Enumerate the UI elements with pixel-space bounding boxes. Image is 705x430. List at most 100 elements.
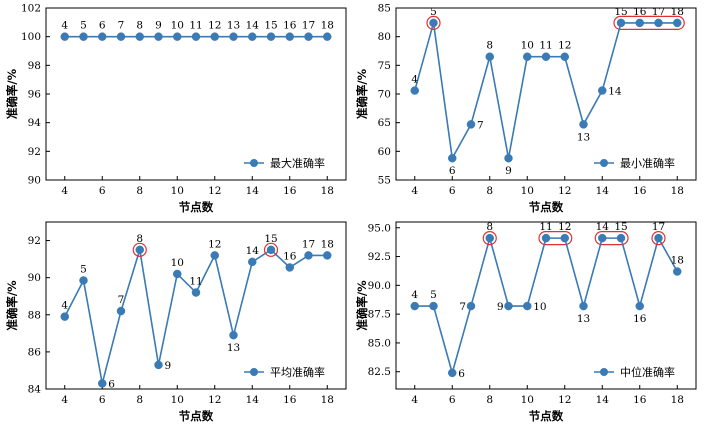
data-label: 4 (411, 74, 418, 86)
y-axis-label: 准确率/% (355, 280, 369, 331)
data-label: 7 (459, 301, 466, 313)
data-label: 14 (608, 86, 622, 98)
legend-marker (250, 159, 258, 167)
data-label: 7 (477, 119, 484, 131)
data-label: 13 (577, 131, 590, 143)
y-axis-label: 准确率/% (5, 280, 19, 331)
data-label: 4 (411, 289, 418, 301)
y-tick-label: 85.0 (368, 337, 391, 349)
x-tick-label: 10 (521, 185, 534, 197)
data-label: 4 (61, 300, 68, 312)
x-tick-label: 14 (596, 185, 610, 197)
data-label: 16 (283, 20, 297, 32)
data-point (466, 301, 476, 311)
x-tick-label: 12 (558, 394, 571, 406)
data-label: 10 (171, 257, 184, 269)
x-tick-label: 10 (521, 394, 534, 406)
data-point (635, 301, 644, 311)
data-point (560, 233, 569, 243)
data-point (210, 251, 219, 260)
highlight-circle (426, 15, 441, 31)
data-point (429, 301, 438, 311)
data-label: 9 (165, 360, 172, 372)
data-point (116, 32, 126, 41)
data-point (654, 233, 663, 243)
data-point (466, 120, 476, 129)
data-label: 12 (208, 20, 221, 32)
x-tick-label: 14 (596, 394, 610, 406)
data-point (248, 32, 257, 41)
data-label: 12 (558, 221, 571, 233)
x-axis-label: 节点数 (179, 409, 214, 423)
data-label: 15 (264, 20, 277, 32)
x-tick-label: 14 (246, 394, 260, 406)
data-label: 18 (321, 20, 334, 32)
data-label: 11 (539, 221, 552, 233)
y-tick-label: 80 (378, 31, 391, 43)
data-label: 16 (633, 313, 647, 325)
data-label: 6 (458, 368, 465, 380)
data-point (266, 245, 276, 255)
data-label: 8 (486, 40, 493, 52)
data-label: 7 (118, 294, 125, 306)
x-tick-label: 8 (136, 185, 143, 197)
data-point (448, 368, 457, 378)
data-point (229, 32, 238, 41)
data-point (541, 233, 551, 243)
x-tick-label: 16 (633, 394, 647, 406)
x-tick-label: 6 (449, 394, 456, 406)
legend-label: 中位准确率 (620, 365, 675, 379)
x-axis-label: 节点数 (529, 409, 564, 423)
data-label: 15 (614, 6, 627, 18)
y-tick-label: 90.0 (368, 280, 391, 292)
highlight-circle (132, 242, 147, 257)
x-axis-label: 节点数 (529, 200, 564, 214)
x-tick-label: 4 (411, 185, 418, 197)
x-tick-label: 8 (486, 185, 493, 197)
data-point (285, 32, 294, 41)
data-point (98, 32, 107, 41)
data-point (410, 301, 419, 311)
data-point (323, 32, 332, 41)
data-point (135, 32, 144, 41)
y-tick-label: 55 (378, 175, 391, 187)
data-point (79, 32, 88, 41)
chart-panel-4: 4 6 8 10 12 14 16 18 82.5 85.0 87.5 90.0 92.5 95.0 节点数… (355, 221, 697, 423)
x-tick-label: 18 (321, 185, 334, 197)
data-label: 15 (614, 221, 627, 233)
data-point (485, 52, 494, 61)
data-point (635, 18, 644, 28)
data-point (173, 269, 182, 279)
legend-label: 平均准确率 (270, 365, 325, 379)
y-axis-label: 准确率/% (355, 68, 369, 119)
y-tick-label: 60 (378, 146, 391, 158)
x-tick-label: 16 (283, 185, 297, 197)
data-label: 11 (189, 276, 202, 288)
plot-frame (395, 221, 697, 390)
data-point (79, 276, 88, 285)
data-point (410, 86, 419, 95)
highlight-box (538, 231, 573, 246)
x-tick-label: 4 (61, 185, 68, 197)
x-tick-label: 8 (486, 394, 493, 406)
data-point (154, 360, 163, 370)
highlight-box (594, 231, 629, 246)
highlight-circle (263, 242, 279, 257)
data-label: 5 (80, 20, 87, 32)
plot-frame (45, 221, 347, 390)
legend-marker (600, 159, 608, 167)
data-label: 10 (171, 20, 184, 32)
highlight-box (613, 15, 685, 31)
data-point (266, 32, 276, 41)
data-point (304, 32, 313, 41)
data-label: 5 (80, 263, 87, 275)
x-tick-label: 18 (671, 394, 684, 406)
y-tick-label: 98 (28, 60, 41, 72)
data-point (579, 301, 588, 311)
data-label: 8 (136, 233, 143, 245)
data-point (98, 379, 107, 388)
data-point (60, 312, 69, 321)
x-tick-label: 10 (171, 185, 184, 197)
data-point (654, 18, 663, 28)
data-point (135, 245, 144, 255)
